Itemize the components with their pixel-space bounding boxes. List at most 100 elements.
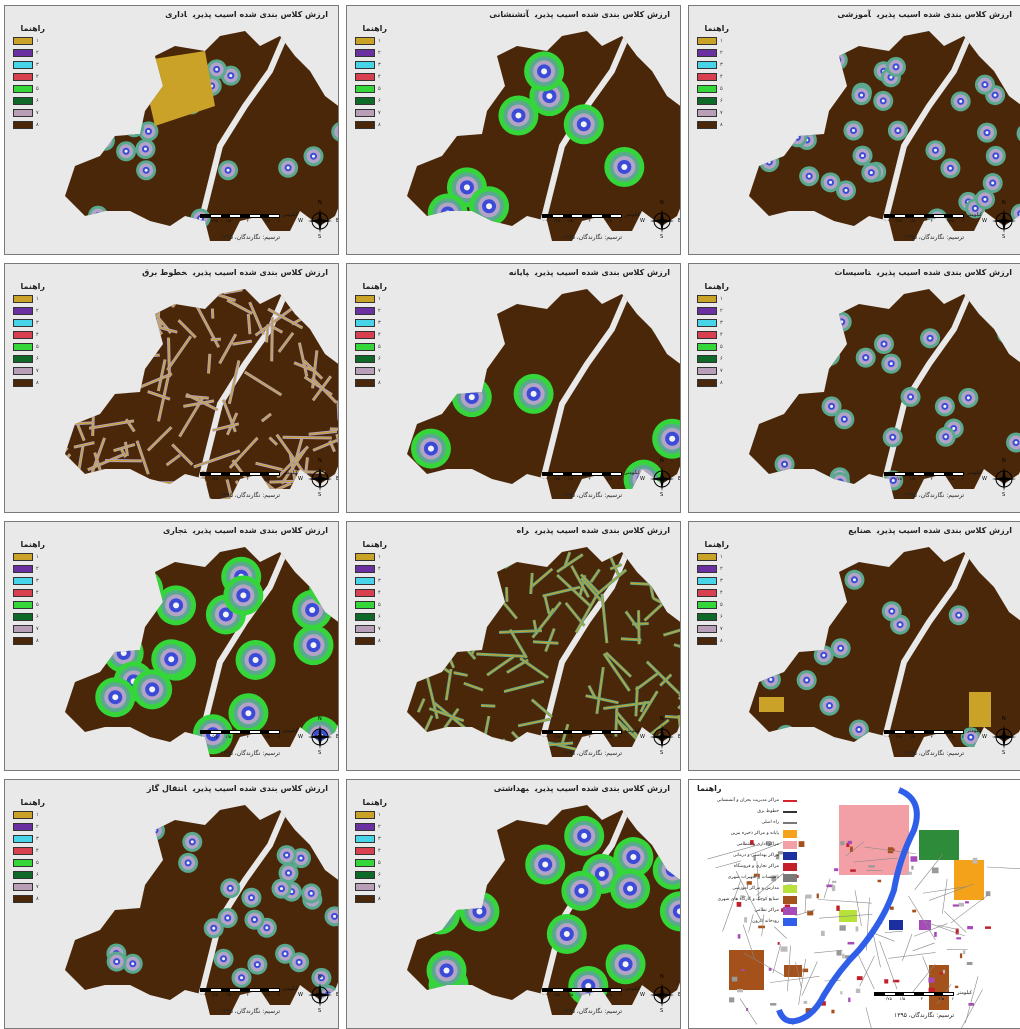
facility-point [253, 657, 259, 663]
map-title-text: ارزش کلاس بندی شده اسیب پذیری [535, 10, 670, 19]
legend-item: ۸ [13, 377, 45, 389]
legend-swatch [697, 601, 717, 609]
land-use-block [919, 830, 959, 860]
facility-point [256, 963, 259, 966]
parcel [967, 962, 973, 965]
facility-point [959, 100, 962, 103]
parcel [729, 997, 734, 1002]
road-segment [773, 944, 781, 973]
legend-item: ۴ [355, 845, 387, 857]
compass-label-s: S [318, 1008, 321, 1014]
base-legend-label: مدارس و مراکز آموزشی [732, 886, 779, 891]
scale-tick-label: ۳ [931, 218, 933, 223]
facility-point [229, 74, 232, 77]
legend-swatch [697, 121, 717, 129]
facility-point [943, 405, 946, 408]
buffer-ring [798, 77, 812, 91]
scale-segment [563, 473, 573, 475]
base-legend-item: خطوط برق [697, 806, 797, 817]
buffer-ring-outer [327, 67, 339, 87]
facility-point [546, 93, 552, 99]
legend-item: ۳ [13, 317, 45, 329]
legend-label: ۳ [720, 62, 723, 68]
scale-tick-label: ۰ [200, 218, 202, 223]
legend-item: ۳ [13, 833, 45, 845]
legend-item: ۷ [697, 623, 729, 635]
parcel [934, 932, 937, 937]
scale-segment [944, 215, 954, 217]
legend-label: ۳ [36, 62, 39, 68]
facility-point [191, 840, 194, 843]
scale-segment [211, 215, 221, 217]
map-title-layer: تجاری [163, 526, 187, 535]
parcel [856, 926, 859, 931]
compass-label-n: N [660, 974, 664, 980]
facility-point [542, 862, 548, 868]
core-line [205, 497, 237, 513]
buffer-core [772, 108, 779, 115]
legend-label: ۷ [720, 110, 723, 116]
facility-point [431, 885, 437, 891]
legend-item: ۱ [355, 809, 387, 821]
facility-point [974, 207, 977, 210]
scale-unit: کیلومتر [967, 728, 982, 734]
legend-swatch [355, 61, 375, 69]
legend-item: ۸ [355, 635, 387, 647]
buffer-core [322, 580, 336, 594]
map-title-layer: اداری [165, 10, 187, 19]
scale-segment [211, 473, 221, 475]
compass-label-w: W [982, 734, 987, 740]
facility-point [790, 123, 793, 126]
compass-label-n: N [318, 458, 322, 464]
scale-tick-label: ۶ [278, 476, 280, 481]
legend-swatch [697, 589, 717, 597]
legend-item: ۴ [355, 329, 387, 341]
map-panel-title: ارزش کلاس بندی شده اسیب پذیریبهداشتی [494, 784, 670, 793]
facility-point [437, 912, 443, 918]
map-title-text: ارزش کلاس بندی شده اسیب پذیری [877, 268, 1012, 277]
scale-tick-label: ۶ [620, 992, 622, 997]
core-line [150, 484, 166, 513]
base-legend-label: رودخانه کارون [752, 919, 779, 924]
scale-tick-label: ۰/۷۵ [210, 218, 218, 223]
compass-label-s: S [318, 234, 321, 240]
legend-swatch [355, 379, 375, 387]
scale-tick-label: ۰ [200, 476, 202, 481]
legend-label: ۶ [378, 356, 381, 362]
legend-label: ۷ [36, 884, 39, 890]
core-line [445, 749, 464, 755]
core-line [69, 393, 73, 420]
compass-label-s: S [318, 750, 321, 756]
facility-point [783, 463, 786, 466]
scale-unit: کیلومتر [283, 470, 298, 476]
buffer-line [500, 748, 514, 768]
legend-label: ۱ [720, 296, 723, 302]
scale-segment [230, 731, 240, 733]
legend-swatch [355, 367, 375, 375]
parcel [738, 934, 741, 938]
buffer-line [490, 590, 495, 599]
scale-unit: کیلومتر [283, 986, 298, 992]
facility-point [929, 337, 932, 340]
facility-point [168, 656, 174, 662]
facility-point [131, 962, 134, 965]
map-panel-title: ارزش کلاس بندی شده اسیب پذیریخطوط برق [142, 268, 328, 277]
base-legend-item: صنایع کوچک و کارگاه های شهری [697, 894, 797, 905]
legend-swatch [697, 379, 717, 387]
parcel [834, 868, 838, 871]
legend-label: ۳ [378, 320, 381, 326]
scale-segment [953, 473, 963, 475]
scale-segment [875, 993, 885, 995]
legend-item: ۷ [697, 365, 729, 377]
scale-segment [572, 989, 582, 991]
legend-swatch [13, 121, 33, 129]
parcel [806, 895, 812, 899]
core-line [639, 610, 640, 644]
legend-label: ۳ [36, 836, 39, 842]
facility-point [860, 94, 863, 97]
